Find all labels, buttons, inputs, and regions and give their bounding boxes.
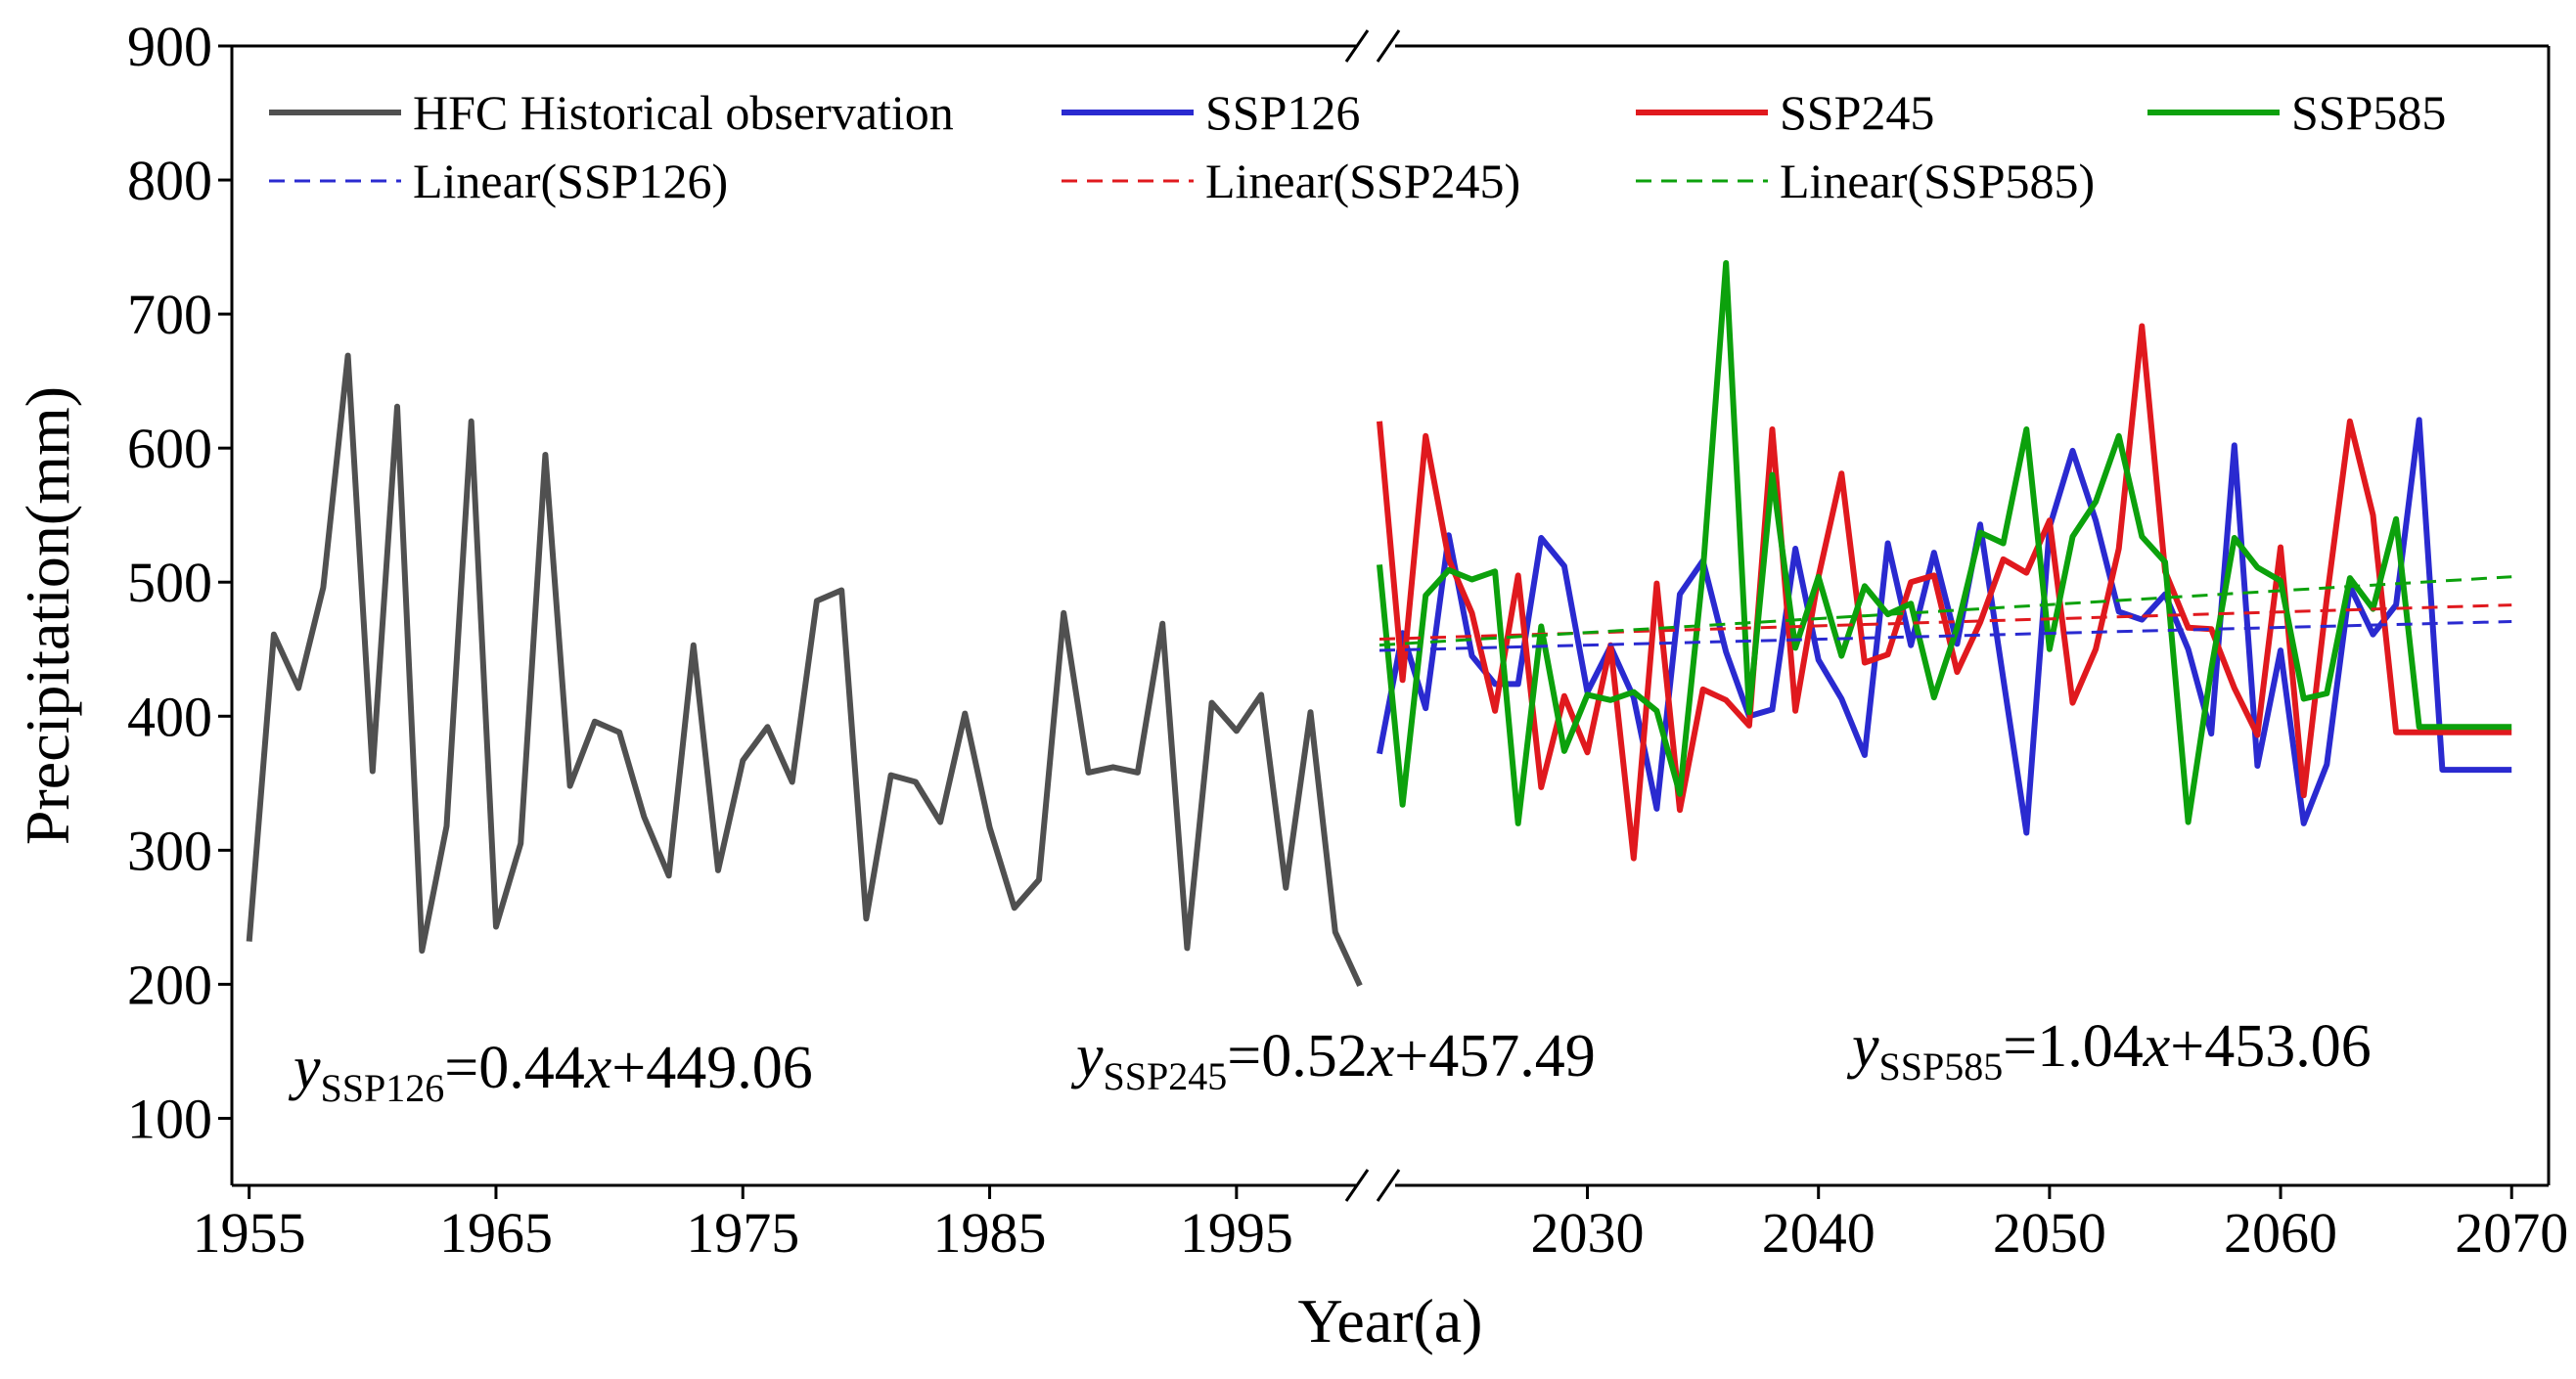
- x-tick-label: 1995: [1180, 1201, 1293, 1265]
- y-tick-label: 100: [127, 1087, 212, 1150]
- series-line-ssp126: [1377, 417, 2512, 836]
- x-tick-label: 1975: [686, 1201, 799, 1265]
- legend-label: Linear(SSP126): [413, 154, 728, 208]
- trend-line-linearssp126: [1378, 620, 2512, 652]
- axis-break-mark: [1344, 29, 1370, 63]
- x-axis-title: Year(a): [1298, 1286, 1483, 1356]
- x-tick-label: 1965: [439, 1201, 553, 1265]
- legend-label: SSP126: [1205, 85, 1360, 140]
- y-tick-label: 700: [127, 283, 212, 346]
- legend-label: SSP585: [2291, 85, 2446, 140]
- axis-break-mark: [1376, 29, 1401, 63]
- regression-equation: ySSP245=0.52x+457.49: [1070, 1023, 1596, 1098]
- legend-label: Linear(SSP245): [1205, 154, 1520, 208]
- y-tick-label: 200: [127, 953, 212, 1016]
- x-tick-label: 2050: [1993, 1201, 2106, 1265]
- y-tick-label: 900: [127, 15, 212, 78]
- series-line-historical: [246, 352, 1363, 988]
- x-tick-label: 1955: [193, 1201, 306, 1265]
- series-line-ssp245: [1377, 323, 2512, 862]
- y-tick-label: 400: [127, 685, 212, 748]
- series-line-ssp585: [1377, 260, 2512, 826]
- y-tick-label: 800: [127, 149, 212, 212]
- x-tick-label: 2060: [2224, 1201, 2337, 1265]
- regression-equation: ySSP585=1.04x+453.06: [1846, 1013, 2372, 1089]
- y-tick-label: 600: [127, 417, 212, 480]
- x-tick-label: 2030: [1531, 1201, 1645, 1265]
- y-tick-label: 500: [127, 551, 212, 614]
- y-axis-title: Precipitation(mm): [13, 386, 82, 845]
- x-tick-label: 2040: [1762, 1201, 1876, 1265]
- axis-break-mark: [1344, 1169, 1370, 1202]
- axis-break-mark: [1376, 1169, 1401, 1202]
- legend-label: Linear(SSP585): [1780, 154, 2095, 208]
- legend-label: SSP245: [1780, 85, 1934, 140]
- x-tick-label: 1985: [933, 1201, 1047, 1265]
- x-tick-label: 2070: [2455, 1201, 2568, 1265]
- y-tick-label: 300: [127, 819, 212, 882]
- regression-equation: ySSP126=0.44x+449.06: [288, 1035, 813, 1110]
- legend-label: HFC Historical observation: [413, 85, 954, 140]
- trend-line-linearssp585: [1378, 575, 2512, 647]
